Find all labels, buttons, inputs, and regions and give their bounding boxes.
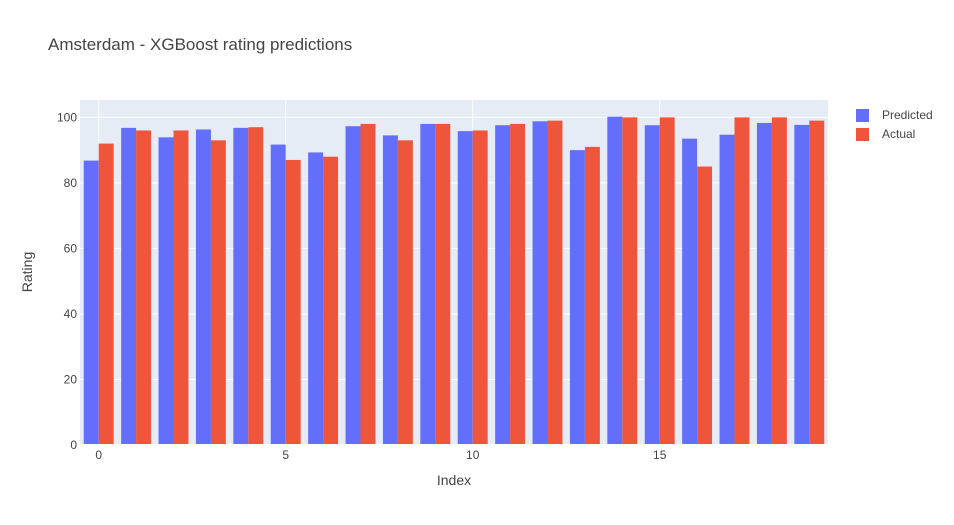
bar-actual-1[interactable] (136, 130, 152, 445)
bar-predicted-0[interactable] (83, 160, 99, 445)
bar-predicted-7[interactable] (345, 126, 361, 446)
bar-predicted-3[interactable] (195, 129, 211, 445)
y-tick-label: 0 (70, 438, 77, 452)
bar-actual-18[interactable] (771, 117, 787, 445)
bar-predicted-8[interactable] (382, 135, 398, 445)
bar-predicted-12[interactable] (532, 121, 548, 445)
bar-actual-16[interactable] (697, 166, 713, 446)
legend-item-actual[interactable]: Actual (856, 127, 915, 141)
legend-swatch (856, 109, 869, 122)
x-tick-label: 10 (466, 448, 480, 462)
bar-predicted-2[interactable] (158, 137, 174, 445)
bar-predicted-9[interactable] (420, 123, 436, 445)
bar-predicted-11[interactable] (495, 125, 511, 446)
legend-item-predicted[interactable]: Predicted (856, 108, 933, 122)
bar-actual-4[interactable] (248, 127, 264, 446)
bar-actual-19[interactable] (809, 120, 825, 446)
x-tick-label: 15 (653, 448, 667, 462)
bar-predicted-14[interactable] (607, 116, 623, 445)
bar-actual-8[interactable] (397, 140, 413, 446)
bars (80, 116, 828, 446)
bar-predicted-19[interactable] (794, 124, 810, 446)
x-axis-title: Index (437, 472, 471, 488)
bar-actual-14[interactable] (622, 117, 638, 445)
bar-predicted-4[interactable] (233, 127, 249, 445)
bar-actual-12[interactable] (547, 120, 563, 446)
bar-actual-2[interactable] (173, 130, 189, 445)
x-tick-labels: 0 5 10 15 (95, 448, 666, 462)
bar-actual-5[interactable] (285, 159, 301, 445)
bar-predicted-1[interactable] (121, 127, 137, 445)
bar-actual-11[interactable] (510, 123, 526, 445)
legend[interactable]: Predicted Actual (856, 108, 933, 141)
chart-title: Amsterdam - XGBoost rating predictions (48, 35, 352, 54)
y-tick-label: 20 (64, 372, 78, 386)
x-tick-label: 5 (282, 448, 289, 462)
legend-label: Actual (882, 127, 915, 141)
bar-actual-7[interactable] (360, 123, 376, 445)
x-tick-label: 0 (95, 448, 102, 462)
legend-label: Predicted (882, 108, 933, 122)
y-tick-labels: 0 20 40 60 80 100 (57, 110, 77, 452)
bar-actual-9[interactable] (435, 123, 451, 445)
bar-actual-17[interactable] (734, 117, 750, 445)
bar-actual-3[interactable] (210, 140, 226, 446)
bar-actual-6[interactable] (323, 156, 339, 445)
bar-actual-0[interactable] (98, 143, 114, 445)
legend-swatch (856, 128, 869, 141)
y-tick-label: 100 (57, 110, 77, 124)
bar-predicted-13[interactable] (569, 150, 585, 445)
bar-predicted-18[interactable] (756, 122, 772, 445)
bar-predicted-5[interactable] (270, 144, 286, 445)
bar-predicted-17[interactable] (719, 134, 735, 445)
bar-predicted-16[interactable] (682, 138, 698, 446)
y-axis-title: Rating (19, 252, 35, 292)
bar-predicted-15[interactable] (644, 125, 660, 446)
bar-actual-13[interactable] (584, 146, 600, 445)
plot-background (80, 100, 828, 445)
bar-actual-10[interactable] (472, 130, 488, 445)
bar-actual-15[interactable] (659, 117, 675, 445)
bar-predicted-6[interactable] (308, 152, 324, 446)
y-tick-label: 40 (64, 307, 78, 321)
y-tick-label: 80 (64, 176, 78, 190)
y-tick-label: 60 (64, 241, 78, 255)
bar-predicted-10[interactable] (457, 131, 473, 445)
